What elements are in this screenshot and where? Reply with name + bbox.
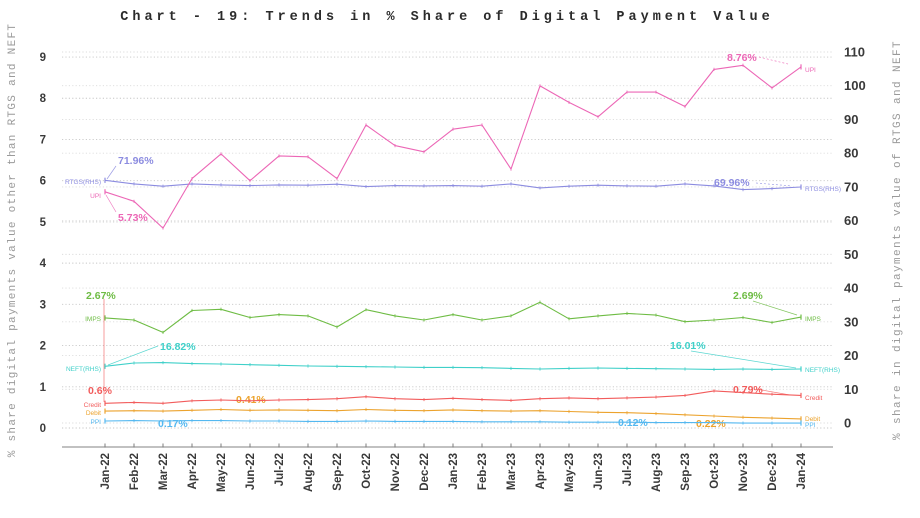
right-tick-label: 80 [844,146,858,161]
series-debit: Debit Debit 0.41% 0.22% [86,394,821,430]
left-tick-label: 4 [40,258,47,270]
x-tick-label: Jul-22 [274,453,286,486]
x-tick-label: Oct-22 [361,453,373,489]
series-name-label-imps: IMPS [805,316,822,323]
value-label-credit: 0.79% [733,384,763,396]
right-tick-label: 110 [844,45,865,60]
series-name-label-upi: UPI [90,193,101,200]
value-label-debit: 0.22% [696,418,726,430]
left-tick-label: 2 [40,341,46,353]
left-tick-label: 5 [40,217,47,229]
x-tick-label: Aug-23 [651,453,663,492]
value-label-debit: 0.41% [236,394,266,406]
x-tick-label: Apr-22 [187,453,199,489]
series-name-label-ppi: PPI [91,419,102,426]
series-name-label-credit: Credit [84,402,102,409]
series-upi: UPI UPI 5.73% 8.76% [90,52,816,230]
x-tick-label: Jan-23 [448,453,460,489]
right-tick-label: 100 [844,78,866,93]
right-tick-label: 20 [844,348,858,363]
right-tick-label: 70 [844,179,858,194]
right-tick-label: 90 [844,112,858,127]
left-tick-label: 0 [40,423,46,435]
x-tick-label: Sep-22 [332,453,344,491]
series-name-label-rtgs-rhs: RTGS(RHS) [805,186,841,193]
series-line-upi [104,64,802,229]
x-tick-label: Jun-22 [245,453,257,490]
value-label-rtgs-rhs: 69.96% [714,177,750,189]
right-tick-label: 50 [844,247,858,262]
x-tick-label: Jan-24 [796,452,808,489]
series-line-imps [104,301,802,333]
left-tick-label: 8 [40,93,47,105]
value-label-rtgs-rhs: 71.96% [118,155,154,167]
value-label-imps: 2.69% [733,290,763,302]
series-name-label-rtgs-rhs: RTGS(RHS) [65,179,101,186]
right-tick-label: 10 [844,382,858,397]
right-tick-label: 40 [844,281,858,296]
chart-title: Chart - 19: Trends in % Share of Digital… [120,10,773,25]
x-tick-label: Jan-22 [100,453,112,489]
x-tick-label: May-22 [216,453,228,492]
left-axis-title: % share digital payments value other tha… [7,23,19,458]
value-label-ppi: 0.12% [618,417,648,429]
series-name-label-ppi: PPI [805,422,816,429]
left-tick-label: 7 [40,134,46,146]
value-label-neft-rhs: 16.01% [670,340,706,352]
x-tick-label: Nov-23 [738,453,750,491]
x-tick-label: Mar-23 [506,453,518,490]
x-tick-label: Nov-22 [390,453,402,491]
x-tick-label: Oct-23 [709,453,721,489]
series-name-label-debit: Debit [805,416,820,423]
x-tick-label: Jun-23 [593,453,605,490]
x-tick-label: May-23 [564,453,576,492]
x-tick-label: Apr-23 [535,453,547,489]
x-tick-label: Feb-22 [129,453,141,490]
value-label-imps: 2.67% [86,290,116,302]
series-name-label-debit: Debit [86,410,101,417]
left-tick-label: 1 [40,382,47,394]
x-tick-label: Mar-22 [158,453,170,490]
series-name-label-imps: IMPS [85,316,102,323]
right-axis-title: % share in digital payments value of RTG… [892,40,904,440]
x-tick-label: Aug-22 [303,453,315,492]
right-tick-label: 60 [844,213,858,228]
value-label-ppi: 0.17% [158,418,188,430]
x-tick-label: Jul-23 [622,453,634,486]
series-imps: IMPS IMPS 2.67% 2.69% [85,290,822,334]
left-tick-label: 3 [40,299,46,311]
left-axis-ticks: 0 1 2 3 4 5 6 7 8 9 [40,52,47,435]
series-credit: Credit Credit 0.6% 0.79% [84,299,823,409]
series-name-label-neft-rhs: NEFT(RHS) [805,367,840,374]
value-label-upi: 8.76% [727,52,757,64]
series-neft-rhs: NEFT(RHS) NEFT(RHS) 16.82% 16.01% [66,340,840,374]
right-tick-label: 0 [844,416,851,431]
x-axis: Jan-22 Feb-22 Mar-22 Apr-22 May-22 Jun-22 Jul-… [62,443,833,492]
value-label-credit: 0.6% [88,385,113,397]
x-tick-label: Sep-23 [680,453,692,491]
left-tick-label: 6 [40,176,46,188]
right-axis-ticks: 0 10 20 30 40 50 60 70 80 90 100 110 [844,45,866,431]
left-tick-label: 9 [40,52,46,64]
gridlines-left-axis [62,56,833,429]
right-tick-label: 30 [844,314,858,329]
value-label-neft-rhs: 16.82% [160,341,196,353]
series-rtgs-rhs: RTGS(RHS) RTGS(RHS) 71.96% 69.96% [65,155,841,193]
x-tick-label: Dec-22 [419,453,431,491]
value-label-upi: 5.73% [118,212,148,224]
series-name-label-neft-rhs: NEFT(RHS) [66,366,101,373]
x-tick-label: Dec-23 [767,453,779,491]
series-ppi: PPI PPI 0.17% 0.12% [91,417,816,430]
series-name-label-upi: UPI [805,67,816,74]
x-tick-label: Feb-23 [477,453,489,490]
series-name-label-credit: Credit [805,395,823,402]
